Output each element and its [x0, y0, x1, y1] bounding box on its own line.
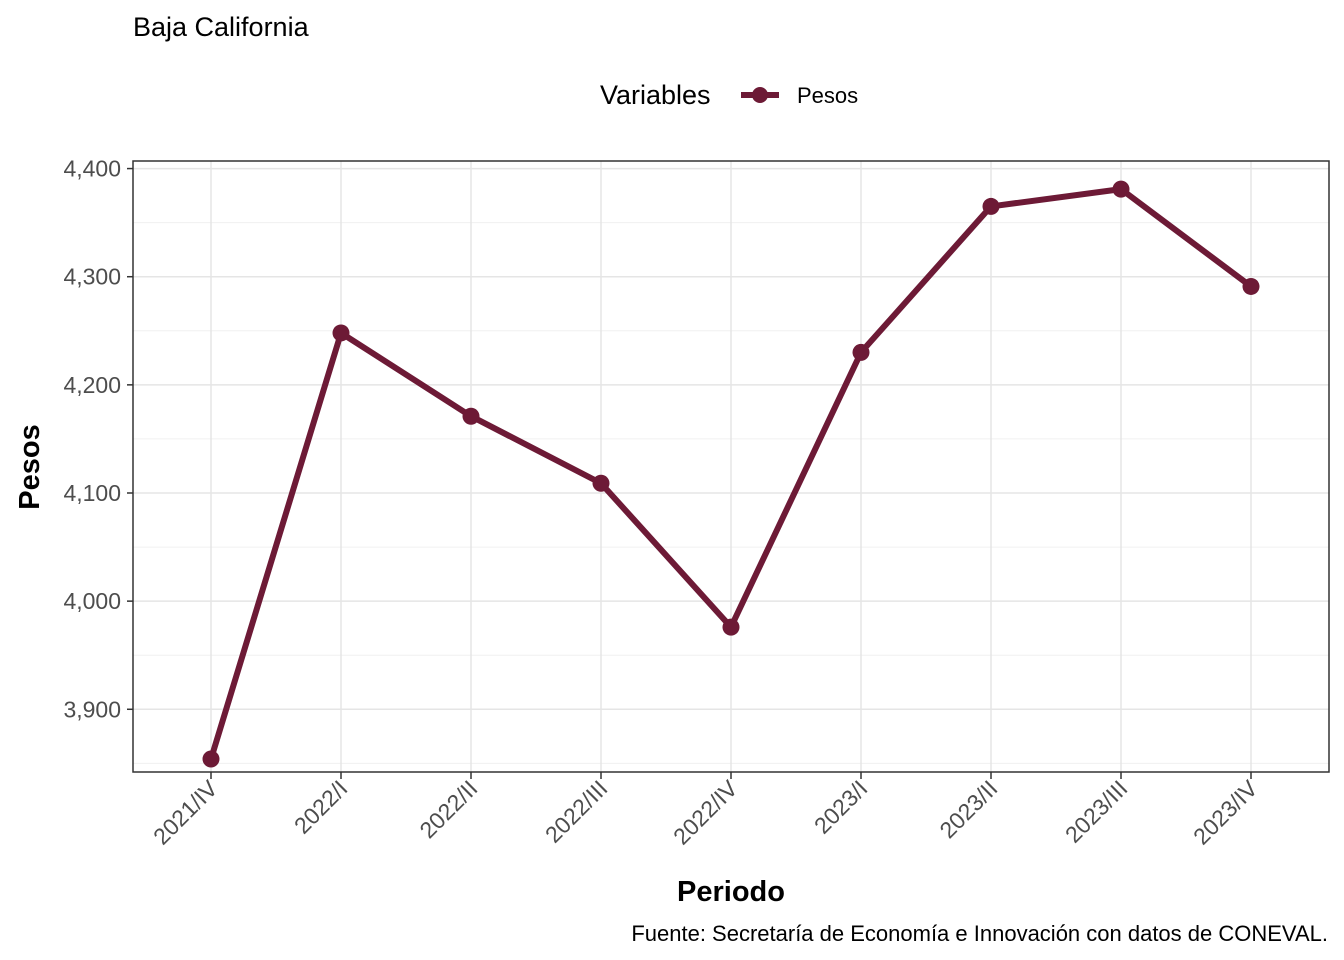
source-caption: Fuente: Secretaría de Economía e Innovac… — [631, 921, 1328, 946]
x-tick-label: 2023/III — [1060, 775, 1133, 848]
data-point — [592, 474, 610, 492]
x-tick-label: 2023/IV — [1188, 775, 1263, 850]
y-axis-title: Pesos — [14, 424, 46, 509]
x-tick-label: 2022/I — [289, 775, 353, 839]
x-tick-label: 2022/IV — [668, 775, 743, 850]
data-point — [982, 197, 1000, 215]
x-tick-label: 2023/I — [809, 775, 873, 839]
x-tick-label: 2023/II — [934, 775, 1002, 843]
plot-area: 3,900 4,000 4,100 4,200 4,300 4,400 2021/IV 202… — [63, 156, 1330, 850]
data-point — [852, 343, 870, 361]
x-tick-label: 2022/II — [414, 775, 482, 843]
data-point — [1242, 277, 1260, 295]
y-tick-label: 4,000 — [63, 588, 121, 614]
data-point — [202, 750, 220, 768]
data-point — [722, 618, 740, 636]
y-tick-label: 4,200 — [63, 372, 121, 398]
legend-point-swatch — [752, 87, 768, 103]
legend-label-pesos: Pesos — [797, 83, 858, 108]
x-tick-label: 2022/III — [540, 775, 613, 848]
chart-title: Baja California — [133, 12, 310, 42]
x-axis-title: Periodo — [677, 876, 785, 908]
y-tick-label: 3,900 — [63, 696, 121, 722]
y-tick-label: 4,300 — [63, 264, 121, 290]
legend: Variables Pesos — [600, 80, 858, 110]
data-point — [332, 324, 350, 342]
legend-title: Variables — [600, 80, 711, 110]
data-point — [1112, 180, 1130, 198]
x-tick-label: 2021/IV — [148, 775, 223, 850]
data-point — [462, 407, 480, 425]
y-tick-label: 4,100 — [63, 480, 121, 506]
y-tick-label: 4,400 — [63, 156, 121, 182]
